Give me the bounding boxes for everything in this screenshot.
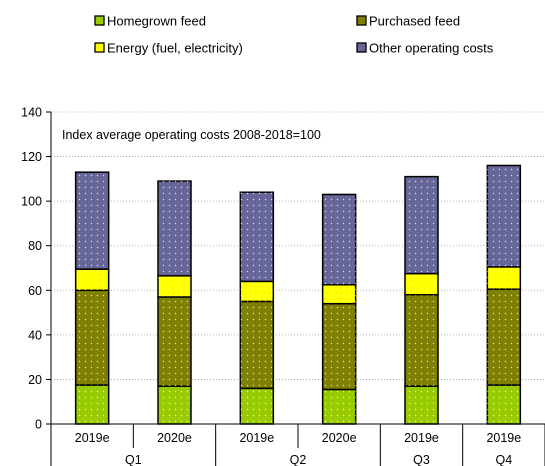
bar-segment-pattern xyxy=(75,290,109,385)
gridlines xyxy=(51,111,545,380)
x-tick-label: 2019e xyxy=(486,431,521,445)
chart-annotation: Index average operating costs 2008-2018=… xyxy=(62,128,321,142)
axes: 0 20 40 60 80 100 120 140 2019e 2020e 2019e 2020e 20… xyxy=(21,106,545,466)
y-tick-label: 100 xyxy=(21,195,42,209)
legend-label: Other operating costs xyxy=(369,41,494,56)
bar-segment-pattern xyxy=(75,172,109,270)
x-group-label: Q1 xyxy=(125,453,142,466)
y-tick-label: 60 xyxy=(28,284,42,298)
x-tick-label: 2020e xyxy=(322,431,357,445)
bar-segment-pattern xyxy=(487,289,521,385)
bar-segment-pattern xyxy=(405,386,438,424)
x-group-label: Q2 xyxy=(290,453,307,466)
bar-segment-pattern xyxy=(322,284,356,304)
y-tick-label: 80 xyxy=(28,239,42,253)
bar-segment-pattern xyxy=(405,294,438,387)
legend-label: Energy (fuel, electricity) xyxy=(107,41,243,56)
legend: Homegrown feed Purchased feed Energy (fuel… xyxy=(94,14,494,56)
bar-segment-pattern xyxy=(487,266,521,290)
y-tick-label: 0 xyxy=(35,418,42,432)
x-tick-label: 2019e xyxy=(75,431,110,445)
legend-swatch xyxy=(356,42,367,53)
x-tick-label: 2020e xyxy=(157,431,192,445)
legend-label: Purchased feed xyxy=(369,14,460,29)
bar-segment-pattern xyxy=(158,296,191,387)
x-group-label: Q4 xyxy=(495,453,512,466)
bar-segment-pattern xyxy=(240,281,274,302)
y-tick-label: 40 xyxy=(28,328,42,342)
legend-swatch xyxy=(356,15,367,26)
y-tick-label: 140 xyxy=(21,106,42,120)
bar-segment-pattern xyxy=(322,194,356,285)
bar-segment-pattern xyxy=(158,181,191,276)
x-group-label: Q3 xyxy=(413,453,430,466)
legend-swatch xyxy=(94,15,105,26)
y-tick-label: 120 xyxy=(21,150,42,164)
legend-swatch xyxy=(94,42,105,53)
bar-segment-pattern xyxy=(240,301,274,389)
bar-segment-pattern xyxy=(322,303,356,390)
bars xyxy=(74,164,522,425)
bar-segment-pattern xyxy=(322,389,356,424)
legend-label: Homegrown feed xyxy=(107,14,206,29)
x-tick-label: 2019e xyxy=(404,431,439,445)
bar-segment-pattern xyxy=(487,385,521,424)
bar-segment-pattern xyxy=(240,192,274,282)
bar-segment-pattern xyxy=(240,388,274,424)
bar-segment-pattern xyxy=(75,269,109,291)
bar-segment-pattern xyxy=(158,386,191,424)
bar-segment-pattern xyxy=(158,275,191,297)
bar-segment-pattern xyxy=(487,165,521,267)
x-tick-label: 2019e xyxy=(239,431,274,445)
bar-segment-pattern xyxy=(75,385,109,424)
bar-segment-pattern xyxy=(405,176,438,274)
bar-segment-pattern xyxy=(405,273,438,295)
y-tick-label: 20 xyxy=(28,373,42,387)
